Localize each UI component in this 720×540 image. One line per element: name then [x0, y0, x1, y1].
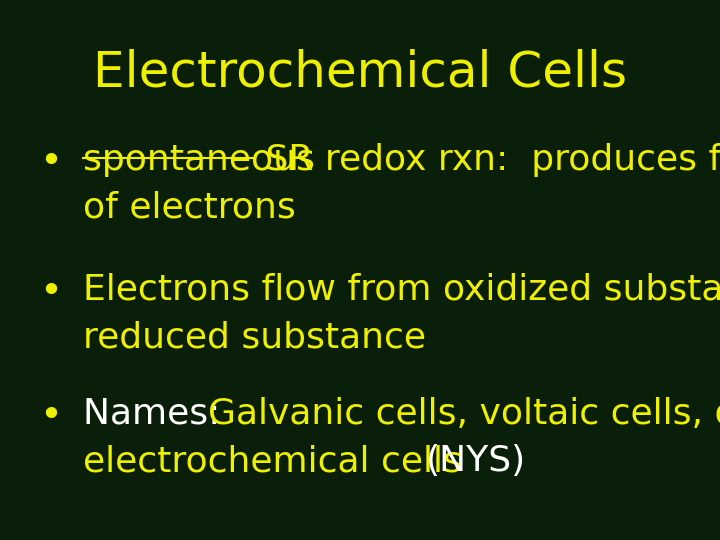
Text: spontaneous: spontaneous	[83, 143, 315, 177]
Text: of electrons: of electrons	[83, 191, 295, 225]
Text: •: •	[40, 273, 63, 310]
Text: Electrons flow from oxidized substance to: Electrons flow from oxidized substance t…	[83, 273, 720, 307]
Text: Electrochemical Cells: Electrochemical Cells	[93, 49, 627, 97]
Text: SR redox rxn:  produces flow: SR redox rxn: produces flow	[254, 143, 720, 177]
Text: electrochemical cells: electrochemical cells	[83, 444, 473, 478]
Text: •: •	[40, 397, 63, 435]
Text: Galvanic cells, voltaic cells, or: Galvanic cells, voltaic cells, or	[207, 397, 720, 431]
Text: Names:: Names:	[83, 397, 243, 431]
Text: •: •	[40, 143, 63, 181]
Text: (NYS): (NYS)	[426, 444, 526, 478]
Text: reduced substance: reduced substance	[83, 320, 426, 354]
